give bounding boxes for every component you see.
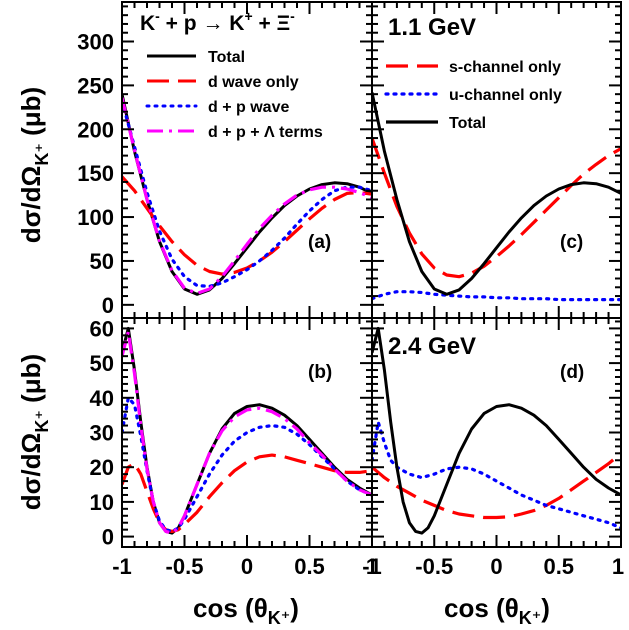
y-tick-label: 20 xyxy=(90,455,114,480)
y-tick-label: 10 xyxy=(90,490,114,515)
legend-label: d + p wave xyxy=(208,99,289,116)
series-line-s-channel-only xyxy=(372,452,621,520)
panel-title: K- + p → K+ + Ξ- xyxy=(140,8,295,35)
plot-frame xyxy=(371,1,622,319)
y-tick-label: 0 xyxy=(102,293,114,318)
x-tick-label: 0.5 xyxy=(543,554,574,579)
x-tick-label: -0.5 xyxy=(166,554,204,579)
legend-label: Total xyxy=(449,115,486,132)
x-tick-label: -1 xyxy=(112,554,132,579)
legend-label: d wave only xyxy=(208,74,299,91)
series-group xyxy=(372,92,621,302)
x-axis-title: cos (θK⁺) xyxy=(193,593,299,628)
y-axis-titles: dσ/dΩK⁺ (μb) dσ/dΩK⁺ (μb) xyxy=(16,87,52,510)
x-tick-label: -0.5 xyxy=(415,554,453,579)
series-line-d-p-terms xyxy=(122,330,372,535)
x-tick-label: 0 xyxy=(490,554,502,579)
panel-label: (b) xyxy=(308,362,332,383)
x-tick-label: -1 xyxy=(362,554,382,579)
x-tick-label: 0 xyxy=(241,554,253,579)
x-tick-label: 1 xyxy=(612,554,624,579)
legend-label: Total xyxy=(208,49,245,66)
y-tick-label: 300 xyxy=(77,30,114,55)
panel-label: (a) xyxy=(308,232,331,253)
series-group xyxy=(122,93,372,296)
x-tick-label: 1 xyxy=(366,554,378,579)
y-tick-label: 200 xyxy=(77,117,114,142)
panel-title: 2.4 GeV xyxy=(388,333,476,360)
legend-label: u-channel only xyxy=(449,87,562,104)
series-line-d-p-terms xyxy=(122,97,372,295)
series-line-u-channel-only xyxy=(372,420,621,530)
y-axis-title: dσ/dΩK⁺ (μb) xyxy=(16,87,52,243)
y-tick-label: 0 xyxy=(102,525,114,550)
panel-label: (c) xyxy=(560,232,583,253)
y-tick-label: 150 xyxy=(77,161,114,186)
y-tick-label: 50 xyxy=(90,249,114,274)
panel-label: (d) xyxy=(560,362,584,383)
y-tick-label: 100 xyxy=(77,205,114,230)
panel-b: 0 10 20 30 40 50 60 -1 -0.5 0 0.5 1 (b) xyxy=(90,316,379,579)
legend-label: s-channel only xyxy=(449,59,561,76)
y-axis-title: dσ/dΩK⁺ (μb) xyxy=(16,354,52,510)
series-line-s-channel-only xyxy=(372,137,621,279)
y-tick-label: 250 xyxy=(77,73,114,98)
panel-c: (c) 1.1 GeV s-channel only u-channel only To… xyxy=(371,1,622,319)
series-line-d-p-wave xyxy=(122,99,372,288)
y-tick-label: 50 xyxy=(90,351,114,376)
series-group xyxy=(372,326,621,535)
panel-d: -1 -0.5 0 0.5 1 (d) 2.4 GeV xyxy=(362,317,624,579)
y-tick-label: 40 xyxy=(90,386,114,411)
series-line-d-wave-only xyxy=(122,453,372,534)
series-line-d-p-wave xyxy=(122,396,372,534)
series-group xyxy=(122,326,372,535)
series-line-u-channel-only xyxy=(372,290,621,302)
series-line-total xyxy=(372,326,621,535)
legend-label: d + p + Λ terms xyxy=(208,124,323,141)
legend: Total d wave only d + p wave d + p + Λ term… xyxy=(145,49,323,141)
x-tick-label: 0.5 xyxy=(294,554,325,579)
panel-a: 0 50 100 150 200 250 300 (a) K- + p → K+ + Ξ- Tot… xyxy=(77,1,373,319)
series-line-total xyxy=(372,92,621,296)
y-tick-label: 60 xyxy=(90,316,114,341)
x-axis-titles: cos (θK⁺) cos (θK⁺) xyxy=(193,593,550,628)
y-tick-label: 30 xyxy=(90,421,114,446)
x-axis-title: cos (θK⁺) xyxy=(444,593,550,628)
series-line-total xyxy=(122,326,372,535)
legend: s-channel only u-channel only Total xyxy=(384,59,562,132)
panel-title: 1.1 GeV xyxy=(388,14,476,41)
